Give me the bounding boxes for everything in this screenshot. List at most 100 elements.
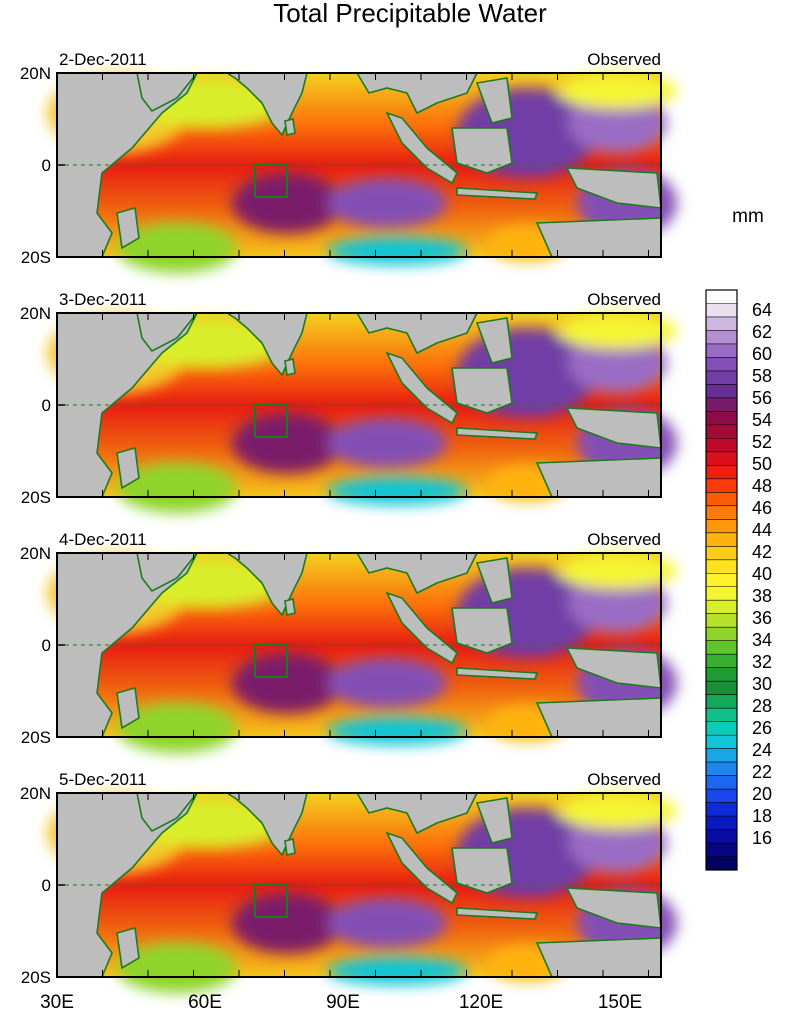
colorbar-swatch — [706, 654, 737, 669]
colorbar-label: 62 — [752, 322, 772, 342]
colorbar-swatch — [706, 343, 737, 358]
panel-label: Observed — [587, 50, 661, 69]
colorbar-swatch — [706, 721, 737, 736]
colorbar-frame — [705, 289, 738, 871]
colorbar-swatch — [706, 789, 737, 804]
panel-label: Observed — [587, 290, 661, 309]
colorbar-label: 26 — [752, 718, 772, 738]
lat-tick-label: 20N — [20, 544, 51, 563]
colorbar-label: 56 — [752, 388, 772, 408]
colorbar-swatch — [706, 330, 737, 345]
longitude-axis: 30E 60E 90E 120E 150E — [40, 992, 642, 1013]
lat-tick-label: 20N — [20, 784, 51, 803]
colorbar-swatch — [706, 627, 737, 642]
colorbar-label: 24 — [752, 740, 772, 760]
panel-date: 5-Dec-2011 — [59, 770, 147, 789]
colorbar-swatch — [706, 613, 737, 628]
colorbar-swatch — [706, 829, 737, 844]
lat-tick-label: 0 — [42, 156, 51, 175]
colorbar-swatch — [706, 600, 737, 615]
colorbar-swatch — [706, 640, 737, 655]
colorbar-swatch — [706, 290, 737, 304]
colorbar-swatch — [706, 694, 737, 709]
colorbar-label: 64 — [752, 300, 772, 320]
colorbar-swatch — [706, 775, 737, 790]
panel-label: Observed — [587, 770, 661, 789]
colorbar-label: 60 — [752, 344, 772, 364]
colorbar-swatch — [706, 451, 737, 466]
colorbar-swatch — [706, 424, 737, 439]
colorbar-swatch — [706, 397, 737, 412]
panel-label: Observed — [587, 530, 661, 549]
colorbar-swatch — [706, 681, 737, 696]
lat-tick-label: 20N — [20, 304, 51, 323]
colorbar: 6462605856545250484644424038363432302826… — [705, 289, 772, 871]
colorbar-swatch — [706, 586, 737, 601]
colorbar-swatch — [706, 384, 737, 399]
colorbar-swatch — [706, 465, 737, 480]
lat-tick-label: 20S — [21, 968, 51, 987]
colorbar-swatch — [706, 748, 737, 763]
colorbar-swatch — [706, 478, 737, 493]
lon-tick-label: 150E — [598, 992, 642, 1013]
colorbar-label: 44 — [752, 520, 772, 540]
colorbar-label: 34 — [752, 630, 772, 650]
colorbar-label: 22 — [752, 762, 772, 782]
lat-tick-label: 0 — [42, 636, 51, 655]
lat-tick-label: 20S — [21, 488, 51, 507]
colorbar-label: 54 — [752, 410, 772, 430]
colorbar-swatch — [706, 303, 737, 318]
lat-tick-label: 20S — [21, 728, 51, 747]
colorbar-label: 52 — [752, 432, 772, 452]
map-panel-4 — [47, 792, 677, 993]
lat-tick-label: 0 — [42, 396, 51, 415]
colorbar-swatch — [706, 505, 737, 520]
lon-tick-label: 120E — [459, 992, 503, 1013]
colorbar-swatch — [706, 735, 737, 750]
colorbar-label: 58 — [752, 366, 772, 386]
map-panel-2 — [47, 312, 677, 513]
colorbar-label: 46 — [752, 498, 772, 518]
colorbar-label: 38 — [752, 586, 772, 606]
colorbar-swatch — [706, 816, 737, 831]
colorbar-swatch — [706, 532, 737, 547]
colorbar-swatch — [706, 316, 737, 331]
colorbar-swatch — [706, 492, 737, 507]
colorbar-swatch — [706, 357, 737, 372]
colorbar-label: 18 — [752, 806, 772, 826]
colorbar-label: 16 — [752, 828, 772, 848]
units-label: mm — [732, 206, 764, 227]
colorbar-swatch — [706, 708, 737, 723]
colorbar-label: 28 — [752, 696, 772, 716]
colorbar-swatch — [706, 546, 737, 561]
panel-date: 2-Dec-2011 — [59, 50, 147, 69]
lon-tick-label: 90E — [326, 992, 360, 1013]
panel-date: 3-Dec-2011 — [59, 290, 147, 309]
map-panel-1 — [47, 72, 677, 273]
colorbar-label: 32 — [752, 652, 772, 672]
lat-tick-label: 20S — [21, 248, 51, 267]
colorbar-label: 40 — [752, 564, 772, 584]
colorbar-label: 36 — [752, 608, 772, 628]
lon-tick-label: 60E — [188, 992, 222, 1013]
colorbar-label: 50 — [752, 454, 772, 474]
colorbar-swatch — [706, 438, 737, 453]
colorbar-swatch — [706, 370, 737, 385]
lat-tick-label: 20N — [20, 64, 51, 83]
colorbar-label: 20 — [752, 784, 772, 804]
lat-tick-label: 0 — [42, 876, 51, 895]
colorbar-swatch — [706, 667, 737, 682]
map-panel-3 — [47, 552, 677, 753]
colorbar-swatch — [706, 573, 737, 588]
panel-date: 4-Dec-2011 — [59, 530, 147, 549]
colorbar-swatch — [706, 559, 737, 574]
colorbar-swatch — [706, 762, 737, 777]
figure-title: Total Precipitable Water — [273, 0, 547, 28]
colorbar-swatch — [706, 519, 737, 534]
lon-tick-label: 30E — [40, 992, 74, 1013]
colorbar-swatch — [706, 856, 737, 871]
colorbar-swatch — [706, 411, 737, 426]
colorbar-label: 48 — [752, 476, 772, 496]
colorbar-swatch — [706, 843, 737, 858]
